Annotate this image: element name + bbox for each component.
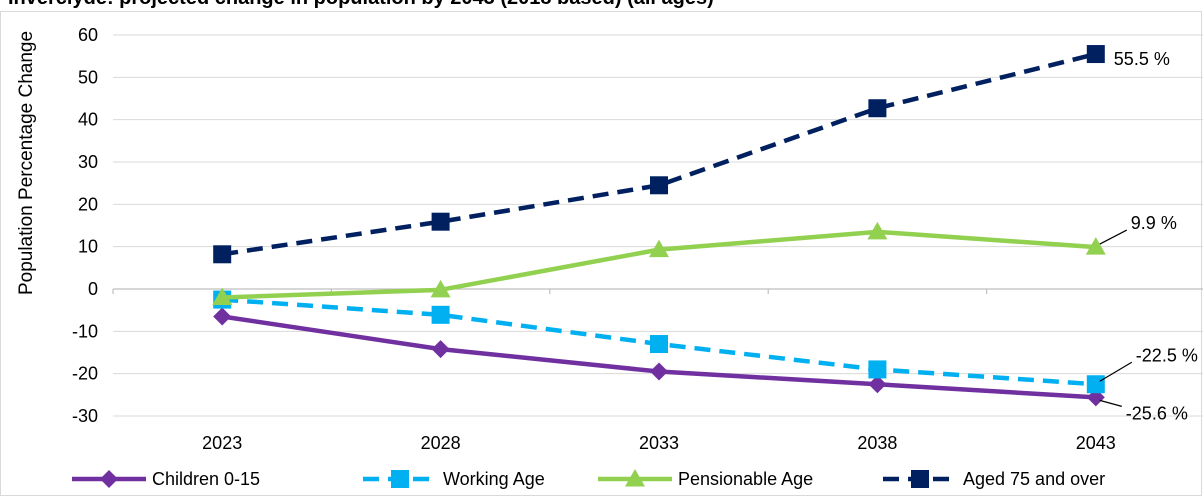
series-line xyxy=(221,314,1096,400)
x-tick-label: 2043 xyxy=(1076,433,1116,453)
chart-title: Inverclyde: projected change in populati… xyxy=(8,0,714,10)
legend: Children 0-15 Working Age Pensionable Age A… xyxy=(72,469,1105,489)
series-children-0-15 xyxy=(213,307,1105,407)
x-tick-label: 2033 xyxy=(639,433,679,453)
legend-swatch-marker xyxy=(100,470,118,488)
legend-label: Working Age xyxy=(443,469,545,489)
data-label-leader xyxy=(1099,361,1133,382)
legend-label: Pensionable Age xyxy=(678,469,813,489)
y-tick-label: 30 xyxy=(78,152,98,172)
data-point-marker xyxy=(430,279,451,298)
legend-item: Children 0-15 xyxy=(72,469,260,489)
data-label-leader xyxy=(1099,399,1122,407)
x-tick-label: 2028 xyxy=(421,433,461,453)
y-tick-label: 0 xyxy=(88,279,98,299)
series-layer xyxy=(212,45,1106,407)
chart-frame xyxy=(0,11,1202,496)
x-tick-label: 2023 xyxy=(202,433,242,453)
data-label-layer: 55.5 % 9.9 % -22.5 % -25.6 % xyxy=(1099,49,1198,423)
data-point-marker xyxy=(1086,45,1105,64)
data-point-marker xyxy=(213,245,232,264)
legend-swatch-marker xyxy=(911,470,929,488)
y-tick-label: 20 xyxy=(78,194,98,214)
series-pensionable-age xyxy=(212,221,1106,305)
data-label: -25.6 % xyxy=(1126,403,1188,423)
legend-item: Pensionable Age xyxy=(598,469,813,489)
data-point-marker xyxy=(650,335,668,354)
data-point-marker xyxy=(650,362,668,381)
data-label-leader xyxy=(1099,229,1128,245)
data-label: 55.5 % xyxy=(1114,49,1170,69)
data-point-marker xyxy=(868,360,887,379)
legend-item: Working Age xyxy=(363,469,545,489)
legend-label: Children 0-15 xyxy=(152,469,260,489)
data-point-marker xyxy=(431,212,450,231)
y-tick-label: 60 xyxy=(78,25,98,45)
y-tick-label: 40 xyxy=(78,110,98,130)
data-label: 9.9 % xyxy=(1131,213,1177,233)
grid-layer xyxy=(113,34,1203,417)
y-tick-label: -10 xyxy=(72,321,98,341)
data-point-marker xyxy=(431,340,450,359)
series-line xyxy=(221,51,1097,257)
y-tick-label: -20 xyxy=(72,364,98,384)
axis-layer: 60 50 40 30 20 10 0 -10 -20 -30 2023 2028 2033 2038 20… xyxy=(72,25,1203,453)
legend-label: Aged 75 and over xyxy=(963,469,1105,489)
data-point-marker xyxy=(431,305,450,324)
data-label: -22.5 % xyxy=(1136,345,1198,365)
y-axis-label: Population Percentage Change xyxy=(16,31,37,295)
legend-swatch-marker xyxy=(625,469,645,487)
data-point-marker xyxy=(868,99,887,118)
y-tick-label: 10 xyxy=(78,237,98,257)
x-tick-label: 2038 xyxy=(857,433,897,453)
data-point-marker xyxy=(650,176,668,195)
data-point-marker xyxy=(868,375,887,394)
data-point-marker xyxy=(867,221,888,240)
data-point-marker xyxy=(649,239,669,258)
data-point-marker xyxy=(213,307,232,326)
data-point-marker xyxy=(1085,237,1106,255)
y-tick-label: -30 xyxy=(72,406,98,426)
legend-item: Aged 75 and over xyxy=(883,469,1105,489)
legend-swatch-marker xyxy=(391,470,409,488)
y-tick-label: 50 xyxy=(78,67,98,87)
data-point-marker xyxy=(1086,375,1105,394)
series-aged-75-and-over xyxy=(213,45,1105,264)
data-point-marker xyxy=(212,287,233,305)
